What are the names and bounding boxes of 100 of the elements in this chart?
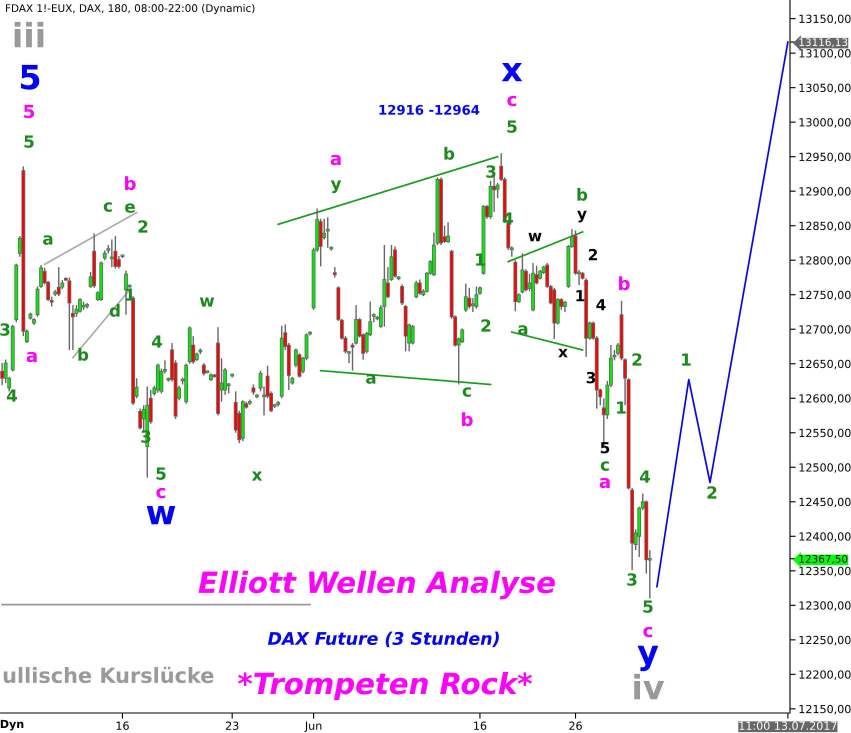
candlestick bbox=[414, 280, 418, 299]
annotation: 4 bbox=[640, 470, 650, 483]
candlestick bbox=[124, 270, 128, 316]
annotation: a bbox=[26, 352, 37, 362]
annotation: 1 bbox=[682, 353, 691, 366]
y-tick-label: 12800,00 bbox=[800, 256, 851, 266]
chart-title: FDAX 1!-EUX, DAX, 180, 08:00-22:00 (Dynamic) bbox=[6, 4, 254, 14]
line-series bbox=[656, 41, 789, 588]
candlestick bbox=[418, 278, 422, 296]
annotation: y bbox=[330, 180, 342, 194]
y-tick-label: 12950,00 bbox=[800, 152, 851, 162]
candlestick bbox=[202, 362, 206, 376]
annotation: c bbox=[104, 202, 112, 212]
y-tick-label: 12550,00 bbox=[800, 428, 851, 438]
x-tick-label: 16 bbox=[474, 722, 486, 730]
text: ullische Kurslücke bbox=[4, 666, 214, 684]
annotation: 5 bbox=[600, 442, 610, 454]
annotation: 5 bbox=[20, 64, 40, 90]
annotation: a bbox=[518, 325, 528, 335]
annotation: 3 bbox=[586, 372, 596, 384]
annotation: iii bbox=[14, 22, 44, 48]
y-tick-label: 12600,00 bbox=[800, 394, 851, 404]
x-tick-label: 23 bbox=[226, 722, 238, 730]
candlestick bbox=[446, 222, 450, 244]
annotation: x bbox=[558, 348, 568, 358]
y-tick-label: 13100,00 bbox=[800, 49, 851, 59]
annotation: 12916 -12964 bbox=[380, 104, 480, 115]
candlestick bbox=[298, 352, 302, 378]
annotation: 3 bbox=[0, 323, 10, 336]
annotation: 5 bbox=[643, 600, 653, 613]
x-tick-label: 16 bbox=[116, 722, 129, 730]
annotation: *Trompeten Rock* bbox=[238, 672, 532, 700]
annotation: Elliott Wellen Analyse bbox=[198, 570, 555, 600]
candlestick bbox=[410, 324, 415, 346]
y-tick-label: 13050,00 bbox=[800, 84, 851, 94]
annotation: 3 bbox=[486, 165, 496, 178]
annotation: 2 bbox=[632, 353, 642, 366]
x-tick-label: 26 bbox=[569, 722, 582, 730]
annotation: 4 bbox=[6, 389, 18, 402]
y-tick-label: 12200,00 bbox=[800, 670, 851, 680]
y-tick-label: 13116,13 bbox=[799, 38, 848, 48]
text: Dyn bbox=[0, 720, 24, 730]
candlestick bbox=[470, 297, 475, 313]
candlestick bbox=[117, 255, 121, 270]
annotation: y bbox=[577, 210, 587, 222]
candlestick bbox=[467, 287, 472, 310]
candlestick bbox=[113, 235, 118, 270]
annotation: w bbox=[146, 506, 176, 524]
y-tick-label: 12400,00 bbox=[800, 532, 851, 542]
y-tick-label: 12650,00 bbox=[800, 360, 851, 370]
candlestick bbox=[562, 300, 567, 313]
annotation: 1 bbox=[617, 401, 626, 414]
y-tick-label: 12900,00 bbox=[800, 187, 851, 197]
y-tick-label: 12250,00 bbox=[800, 636, 851, 646]
candlestick bbox=[138, 408, 142, 430]
annotation: 1 bbox=[576, 290, 584, 302]
candlestick bbox=[0, 362, 4, 386]
annotation: x bbox=[252, 471, 262, 481]
annotation: y bbox=[638, 646, 658, 672]
annotation: 5 bbox=[24, 104, 34, 118]
annotation: a bbox=[330, 154, 341, 166]
y-tick-label: 12750,00 bbox=[800, 290, 851, 300]
candlestick bbox=[67, 276, 72, 351]
y-tick-label: 12300,00 bbox=[800, 601, 851, 611]
annotation: b bbox=[78, 348, 88, 361]
annotation: c bbox=[600, 461, 609, 471]
annotation: a bbox=[366, 374, 376, 384]
annotation: d bbox=[110, 304, 120, 317]
y-tick-label: 13000,00 bbox=[800, 118, 851, 128]
y-tick-label: 12500,00 bbox=[800, 463, 851, 473]
annotation: e bbox=[125, 203, 135, 213]
annotation: DAX Future (3 Stunden) bbox=[268, 632, 499, 648]
annotation: x bbox=[502, 62, 522, 82]
annotation: w bbox=[200, 297, 214, 307]
annotation: c bbox=[643, 626, 652, 638]
annotation: 5 bbox=[24, 135, 34, 148]
annotation: 2 bbox=[708, 486, 716, 499]
y-tick-label: 12350,00 bbox=[800, 566, 851, 576]
candlestick bbox=[538, 269, 542, 280]
y-tick-label: 12850,00 bbox=[800, 222, 851, 232]
annotation: b bbox=[125, 176, 136, 190]
y-tick-label: 12450,00 bbox=[800, 498, 851, 508]
annotation: b bbox=[577, 188, 588, 201]
candlestick bbox=[520, 252, 524, 294]
annotation: a bbox=[43, 235, 52, 245]
x-tick-label: Jun bbox=[304, 722, 322, 732]
candlestick bbox=[464, 282, 468, 313]
candlestick bbox=[78, 297, 82, 314]
candlestick bbox=[524, 268, 528, 292]
y-tick-label: 12367,50 bbox=[799, 554, 848, 564]
y-tick-label: 12150,00 bbox=[800, 704, 851, 714]
annotation: c bbox=[507, 96, 516, 106]
annotation: c bbox=[156, 488, 166, 498]
candlestick bbox=[110, 238, 114, 268]
annotation: 4 bbox=[596, 299, 606, 310]
annotation: w bbox=[528, 232, 542, 242]
annotation: 4 bbox=[152, 335, 162, 348]
candlestick bbox=[332, 266, 337, 278]
candlestick bbox=[252, 384, 256, 396]
candlestick bbox=[326, 216, 330, 248]
